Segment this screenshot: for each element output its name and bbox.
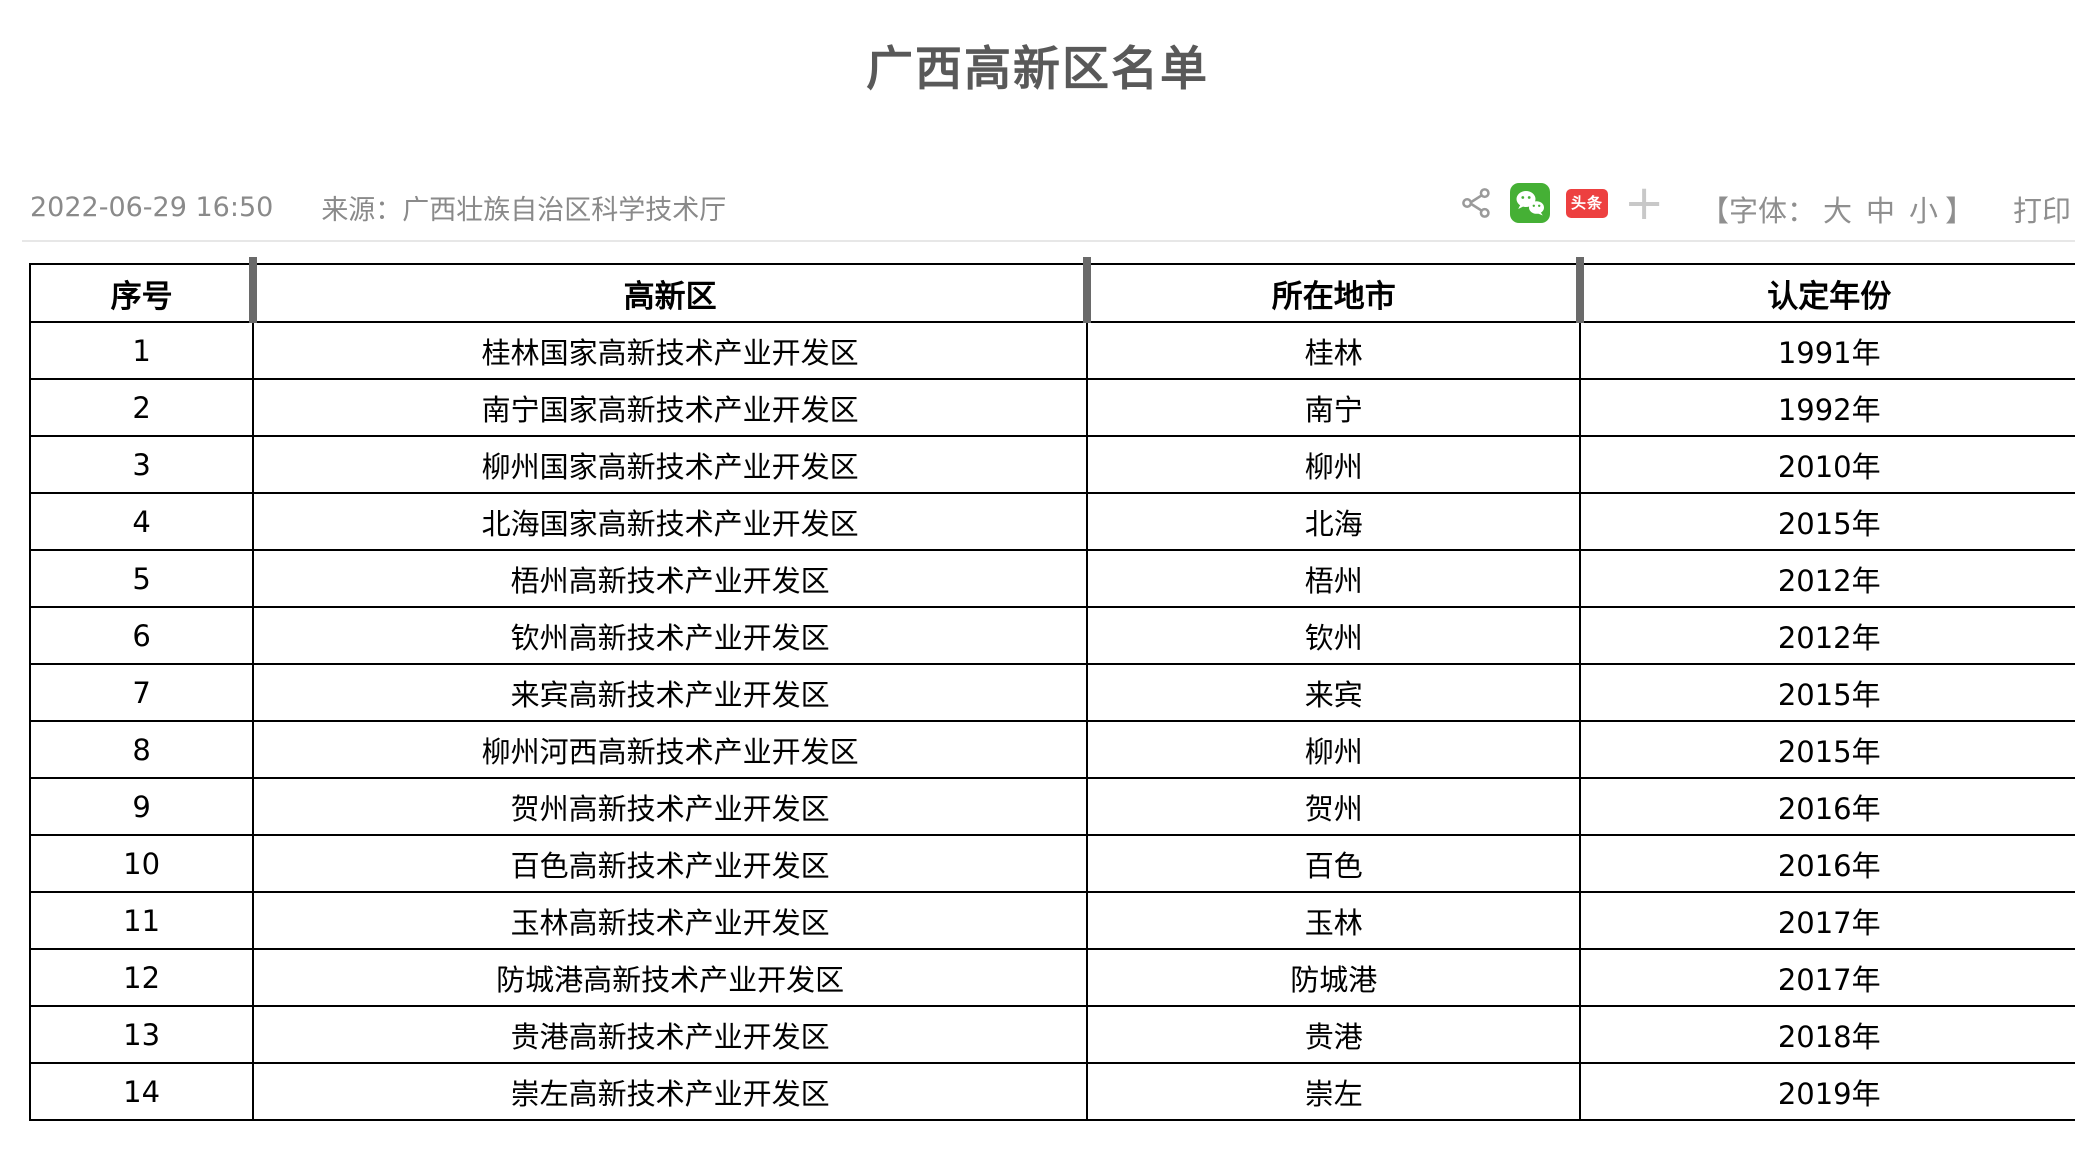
cell-city: 崇左 [1086, 1062, 1582, 1121]
cell-year: 2016年 [1579, 834, 2075, 893]
cell-zone-name: 防城港高新技术产业开发区 [252, 948, 1089, 1007]
publish-time: 2022-06-29 16:50 [30, 192, 274, 223]
cell-index: 1 [28, 321, 255, 380]
page-title: 广西高新区名单 [866, 42, 1209, 97]
font-size-label-close: 】 [1945, 194, 1975, 228]
cell-year: 2017年 [1579, 891, 2075, 950]
share-toolbar: 头条 + [1458, 175, 1665, 231]
source-label: 来源：广西壮族自治区科学技术厅 [321, 195, 727, 226]
cell-year: 2010年 [1579, 435, 2075, 494]
table-row: 10 百色高新技术产业开发区 百色 2016年 [28, 834, 2075, 893]
table-row: 12 防城港高新技术产业开发区 防城港 2017年 [28, 948, 2075, 1007]
cell-city: 柳州 [1086, 435, 1582, 494]
table-header-row: 序号 高新区 所在地市 认定年份 [28, 257, 2075, 323]
cell-zone-name: 玉林高新技术产业开发区 [252, 891, 1089, 950]
cell-year: 2012年 [1579, 606, 2075, 665]
cell-city: 贺州 [1086, 777, 1582, 836]
font-size-label-open: 【字体： [1700, 194, 1817, 228]
cell-year: 2012年 [1579, 549, 2075, 608]
font-size-large[interactable]: 大 [1823, 194, 1853, 228]
table-row: 14 崇左高新技术产业开发区 崇左 2019年 [28, 1062, 2075, 1121]
table-row: 11 玉林高新技术产业开发区 玉林 2017年 [28, 891, 2075, 950]
cell-index: 2 [28, 378, 255, 437]
table-row: 5 梧州高新技术产业开发区 梧州 2012年 [28, 549, 2075, 608]
cell-city: 百色 [1086, 834, 1582, 893]
table-row: 3 柳州国家高新技术产业开发区 柳州 2010年 [28, 435, 2075, 494]
table-row: 8 柳州河西高新技术产业开发区 柳州 2015年 [28, 720, 2075, 779]
cell-city: 防城港 [1086, 948, 1582, 1007]
cell-year: 2018年 [1579, 1005, 2075, 1064]
table-body: 1 桂林国家高新技术产业开发区 桂林 1991年 2 南宁国家高新技术产业开发区… [28, 321, 2075, 1121]
cell-zone-name: 崇左高新技术产业开发区 [252, 1062, 1089, 1121]
cell-city: 北海 [1086, 492, 1582, 551]
table-row: 7 来宾高新技术产业开发区 来宾 2015年 [28, 663, 2075, 722]
cell-zone-name: 柳州国家高新技术产业开发区 [252, 435, 1089, 494]
column-divider [1083, 257, 1092, 323]
meta-bar: 2022-06-29 16:50 来源：广西壮族自治区科学技术厅 [30, 188, 726, 227]
cell-zone-name: 北海国家高新技术产业开发区 [252, 492, 1089, 551]
meta-divider [22, 240, 2075, 242]
column-divider [1576, 257, 1585, 323]
cell-index: 10 [28, 834, 255, 893]
cell-city: 南宁 [1086, 378, 1582, 437]
cell-city: 来宾 [1086, 663, 1582, 722]
cell-year: 2015年 [1579, 492, 2075, 551]
cell-city: 贵港 [1086, 1005, 1582, 1064]
cell-index: 12 [28, 948, 255, 1007]
cell-year: 1991年 [1579, 321, 2075, 380]
cell-index: 7 [28, 663, 255, 722]
header-cell-index: 序号 [28, 257, 258, 323]
table-row: 1 桂林国家高新技术产业开发区 桂林 1991年 [28, 321, 2075, 380]
share-icon[interactable] [1458, 185, 1494, 221]
cell-zone-name: 百色高新技术产业开发区 [252, 834, 1089, 893]
cell-year: 2017年 [1579, 948, 2075, 1007]
cell-year: 2016年 [1579, 777, 2075, 836]
cell-city: 桂林 [1086, 321, 1582, 380]
table-row: 4 北海国家高新技术产业开发区 北海 2015年 [28, 492, 2075, 551]
cell-zone-name: 柳州河西高新技术产业开发区 [252, 720, 1089, 779]
cell-zone-name: 贺州高新技术产业开发区 [252, 777, 1089, 836]
font-size-control: 【字体： 大 中 小 】 [1700, 188, 1974, 230]
cell-index: 3 [28, 435, 255, 494]
cell-index: 13 [28, 1005, 255, 1064]
table-row: 9 贺州高新技术产业开发区 贺州 2016年 [28, 777, 2075, 836]
cell-zone-name: 桂林国家高新技术产业开发区 [252, 321, 1089, 380]
cell-year: 1992年 [1579, 378, 2075, 437]
toutiao-share-icon[interactable]: 头条 [1566, 188, 1608, 218]
cell-index: 9 [28, 777, 255, 836]
cell-index: 11 [28, 891, 255, 950]
cell-city: 梧州 [1086, 549, 1582, 608]
cell-year: 2019年 [1579, 1062, 2075, 1121]
cell-zone-name: 南宁国家高新技术产业开发区 [252, 378, 1089, 437]
cell-zone-name: 梧州高新技术产业开发区 [252, 549, 1089, 608]
cell-index: 14 [28, 1062, 255, 1121]
print-button[interactable]: 打印 [2013, 194, 2072, 228]
table-row: 6 钦州高新技术产业开发区 钦州 2012年 [28, 606, 2075, 665]
cell-zone-name: 来宾高新技术产业开发区 [252, 663, 1089, 722]
font-size-medium[interactable]: 中 [1866, 194, 1896, 228]
cell-city: 玉林 [1086, 891, 1582, 950]
cell-year: 2015年 [1579, 720, 2075, 779]
table-row: 13 贵港高新技术产业开发区 贵港 2018年 [28, 1005, 2075, 1064]
cell-city: 钦州 [1086, 606, 1582, 665]
cell-year: 2015年 [1579, 663, 2075, 722]
header-cell-city: 所在地市 [1086, 257, 1585, 323]
cell-city: 柳州 [1086, 720, 1582, 779]
cell-index: 4 [28, 492, 255, 551]
more-share-icon[interactable]: + [1624, 175, 1665, 231]
column-divider [249, 257, 258, 323]
wechat-share-icon[interactable] [1510, 183, 1550, 223]
cell-zone-name: 贵港高新技术产业开发区 [252, 1005, 1089, 1064]
zones-table: 序号 高新区 所在地市 认定年份 1 桂林国家高新技术产业开发区 桂林 1991… [28, 257, 2075, 1121]
cell-index: 6 [28, 606, 255, 665]
table-row: 2 南宁国家高新技术产业开发区 南宁 1992年 [28, 378, 2075, 437]
cell-index: 8 [28, 720, 255, 779]
font-size-small[interactable]: 小 [1909, 194, 1939, 228]
cell-zone-name: 钦州高新技术产业开发区 [252, 606, 1089, 665]
header-cell-zone: 高新区 [252, 257, 1092, 323]
header-cell-year: 认定年份 [1579, 263, 2075, 323]
cell-index: 5 [28, 549, 255, 608]
